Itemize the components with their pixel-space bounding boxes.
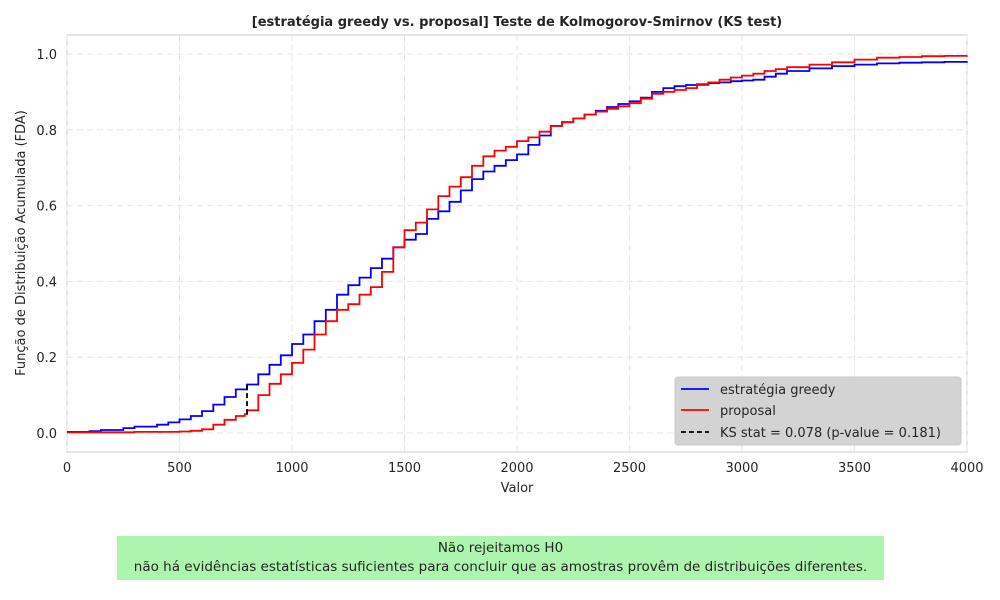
legend-label-proposal: proposal bbox=[720, 404, 776, 419]
conclusion-text: não há evidências estatísticas suficient… bbox=[133, 559, 868, 575]
y-tick-label: 0.8 bbox=[36, 124, 57, 139]
x-tick-label: 3000 bbox=[725, 461, 758, 476]
x-tick-label: 1500 bbox=[388, 461, 421, 476]
conclusion-title: Não rejeitamos H0 bbox=[437, 540, 564, 556]
ticks: 0 500 1000 1500 2000 2500 3000 3500 4000 0.0 0.2 0.… bbox=[36, 48, 983, 476]
series-layer bbox=[67, 55, 968, 434]
conclusion-box: Não rejeitamos H0 não há evidências esta… bbox=[117, 536, 884, 580]
x-tick-label: 2500 bbox=[613, 461, 646, 476]
x-tick-label: 3500 bbox=[838, 461, 871, 476]
x-tick-label: 0 bbox=[63, 461, 71, 476]
y-tick-label: 0.2 bbox=[36, 351, 57, 366]
y-tick-label: 0.4 bbox=[36, 275, 57, 290]
x-axis-label: Valor bbox=[501, 481, 534, 496]
x-tick-label: 1000 bbox=[275, 461, 308, 476]
x-tick-label: 2000 bbox=[500, 461, 533, 476]
legend-label-ks: KS stat = 0.078 (p-value = 0.181) bbox=[720, 426, 941, 441]
y-tick-label: 0.6 bbox=[36, 200, 57, 215]
series-line-0 bbox=[67, 61, 968, 433]
legend: estratégia greedy proposal KS stat = 0.0… bbox=[674, 376, 962, 446]
y-tick-label: 1.0 bbox=[36, 48, 57, 63]
ks-test-chart: 0 500 1000 1500 2000 2500 3000 3500 4000 0.0 0.2 0.… bbox=[14, 15, 984, 496]
series-line-1 bbox=[67, 55, 968, 434]
y-tick-label: 0.0 bbox=[36, 427, 57, 442]
legend-box bbox=[674, 376, 962, 446]
x-tick-label: 500 bbox=[167, 461, 192, 476]
y-axis-label: Função de Distribuição Acumulada (FDA) bbox=[14, 110, 29, 376]
chart-title: [estratégia greedy vs. proposal] Teste d… bbox=[252, 15, 783, 30]
legend-label-greedy: estratégia greedy bbox=[720, 383, 836, 398]
x-tick-label: 4000 bbox=[950, 461, 983, 476]
